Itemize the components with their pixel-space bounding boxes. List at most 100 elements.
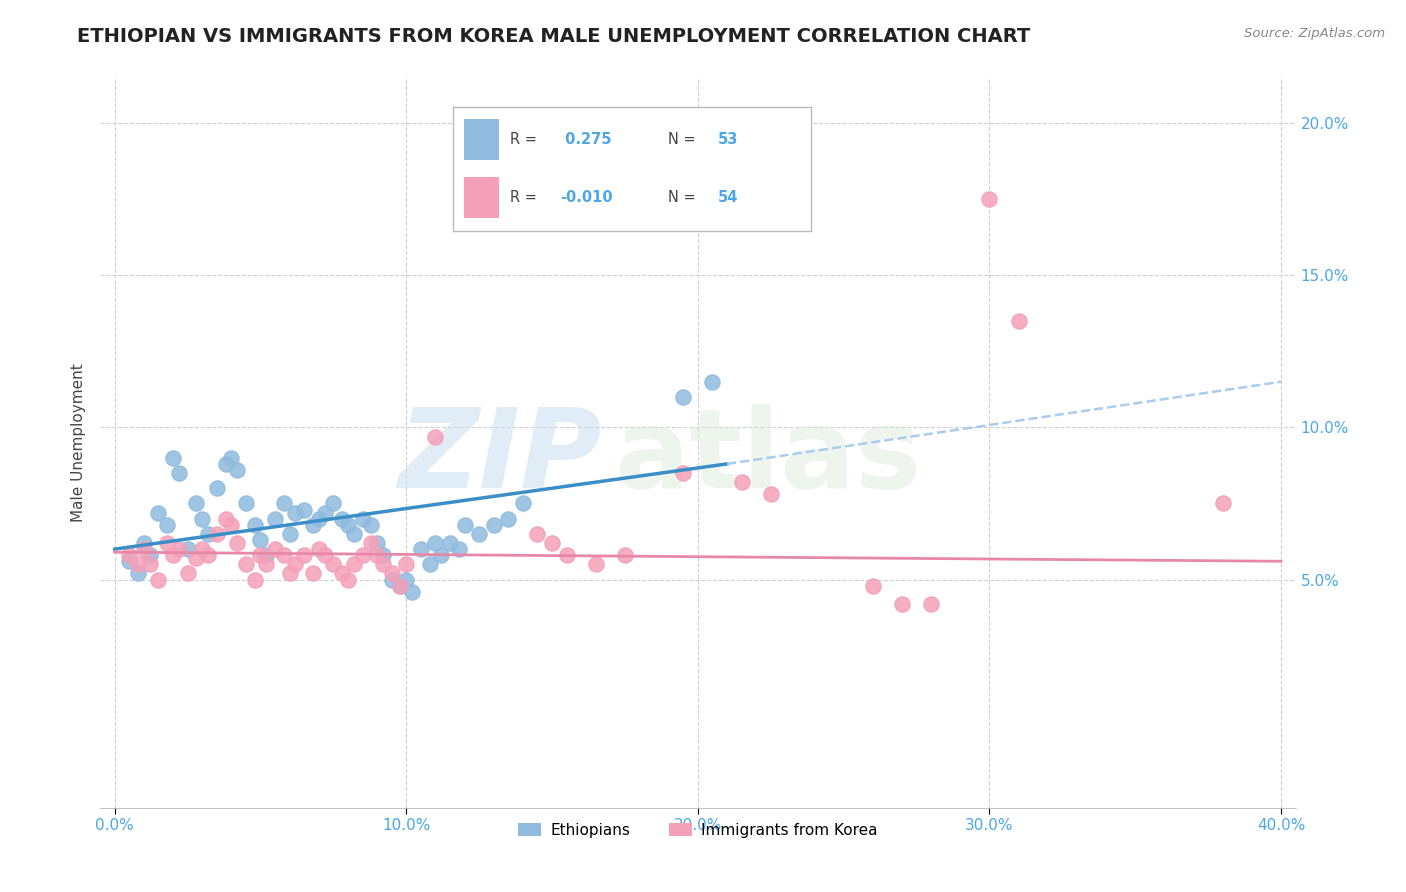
Point — [585, 558, 607, 572]
Point — [759, 487, 782, 501]
Point — [330, 566, 353, 581]
Point — [205, 481, 228, 495]
Point — [360, 517, 382, 532]
Point — [127, 566, 149, 581]
Point — [249, 533, 271, 547]
Point — [284, 558, 307, 572]
Point — [336, 517, 359, 532]
Y-axis label: Male Unemployment: Male Unemployment — [72, 363, 86, 522]
Point — [138, 548, 160, 562]
Point — [498, 511, 520, 525]
Point — [118, 554, 141, 568]
Point — [482, 517, 505, 532]
Point — [273, 496, 295, 510]
Point — [613, 548, 636, 562]
Point — [264, 511, 287, 525]
Point — [156, 536, 179, 550]
Point — [273, 548, 295, 562]
Point — [264, 542, 287, 557]
Text: atlas: atlas — [614, 404, 921, 511]
Point — [979, 192, 1001, 206]
Point — [186, 551, 208, 566]
Point — [322, 496, 344, 510]
Point — [862, 579, 884, 593]
Point — [314, 506, 336, 520]
Point — [278, 566, 301, 581]
Point — [555, 548, 578, 562]
Point — [214, 457, 236, 471]
Point — [447, 542, 470, 557]
Point — [254, 558, 277, 572]
Point — [167, 466, 190, 480]
Point — [672, 466, 695, 480]
Point — [366, 548, 388, 562]
Point — [118, 548, 141, 562]
Point — [235, 496, 257, 510]
Point — [314, 548, 336, 562]
Point — [541, 536, 564, 550]
Point — [381, 573, 404, 587]
Point — [430, 548, 453, 562]
Point — [148, 573, 170, 587]
Point — [526, 527, 548, 541]
Point — [249, 548, 271, 562]
Text: ZIP: ZIP — [399, 404, 602, 511]
Point — [468, 527, 491, 541]
Point — [302, 566, 325, 581]
Point — [453, 517, 475, 532]
Point — [308, 511, 330, 525]
Point — [226, 463, 249, 477]
Point — [1212, 496, 1234, 510]
Point — [214, 511, 236, 525]
Point — [226, 536, 249, 550]
Point — [197, 548, 219, 562]
Point — [191, 542, 214, 557]
Point — [702, 375, 724, 389]
Point — [243, 573, 266, 587]
Point — [292, 548, 315, 562]
Point — [401, 584, 423, 599]
Point — [672, 390, 695, 404]
Point — [243, 517, 266, 532]
Point — [389, 579, 412, 593]
Point — [371, 548, 394, 562]
Point — [352, 511, 374, 525]
Point — [439, 536, 461, 550]
Point — [419, 558, 441, 572]
Point — [343, 527, 366, 541]
Point — [205, 527, 228, 541]
Point — [371, 558, 394, 572]
Point — [186, 496, 208, 510]
Point — [138, 558, 160, 572]
Point — [278, 527, 301, 541]
Point — [425, 429, 447, 443]
Point — [330, 511, 353, 525]
Point — [254, 548, 277, 562]
Point — [409, 542, 432, 557]
Point — [176, 542, 198, 557]
Point — [360, 536, 382, 550]
Point — [395, 573, 418, 587]
Point — [197, 527, 219, 541]
Point — [389, 579, 412, 593]
Point — [148, 506, 170, 520]
Point — [336, 573, 359, 587]
Point — [730, 475, 752, 490]
Point — [284, 506, 307, 520]
Point — [366, 536, 388, 550]
Point — [156, 517, 179, 532]
Point — [221, 450, 243, 465]
Point — [127, 558, 149, 572]
Text: ETHIOPIAN VS IMMIGRANTS FROM KOREA MALE UNEMPLOYMENT CORRELATION CHART: ETHIOPIAN VS IMMIGRANTS FROM KOREA MALE … — [77, 27, 1031, 45]
Point — [176, 566, 198, 581]
Point — [308, 542, 330, 557]
Point — [381, 566, 404, 581]
Point — [167, 542, 190, 557]
Point — [891, 597, 914, 611]
Point — [292, 502, 315, 516]
Point — [1007, 314, 1029, 328]
Point — [425, 536, 447, 550]
Point — [343, 558, 366, 572]
Point — [162, 548, 184, 562]
Point — [132, 542, 155, 557]
